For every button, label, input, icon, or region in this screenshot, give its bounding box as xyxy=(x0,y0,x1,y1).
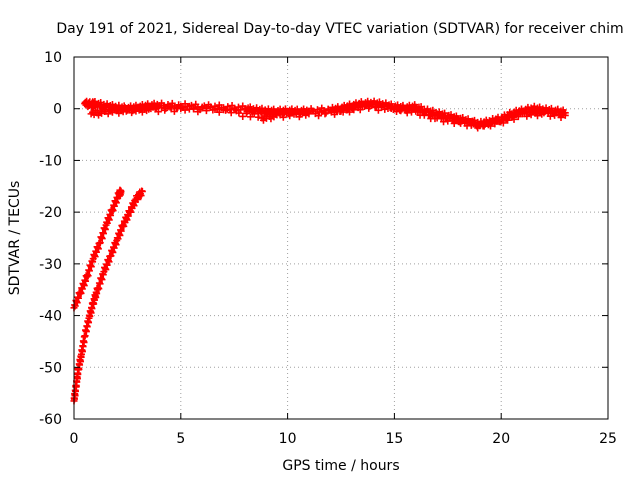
data-point-main-lower-edge xyxy=(215,108,223,116)
data-point-main-lower-edge xyxy=(190,105,198,113)
data-point-main-lower-edge xyxy=(132,107,140,115)
data-point-main-lower-edge xyxy=(491,120,499,128)
data-point-main-lower-edge xyxy=(128,109,136,117)
data-point-main-lower-edge xyxy=(207,103,215,111)
data-point-main-lower-edge xyxy=(480,122,488,130)
data-point-main-lower-edge xyxy=(174,103,182,111)
data-point-main-lower-edge xyxy=(239,112,247,120)
data-point-main-lower-edge xyxy=(250,110,258,118)
data-point-main-lower-edge xyxy=(243,109,251,117)
data-point-main-lower-edge xyxy=(350,106,358,114)
data-point-main-lower-edge xyxy=(358,103,366,111)
y-tick-label: -30 xyxy=(39,257,62,273)
data-point-main-lower-edge xyxy=(321,110,329,118)
data-point-main-lower-edge xyxy=(527,111,535,119)
data-point-main-lower-edge xyxy=(504,116,512,124)
data-point-main-lower-edge xyxy=(154,108,162,116)
data-point-main-lower-edge xyxy=(331,110,339,118)
data-point-main-lower-edge xyxy=(374,106,382,114)
data-point-main-lower-edge xyxy=(198,104,206,112)
data-point-main-lower-edge xyxy=(339,108,347,116)
data-points xyxy=(70,97,569,405)
data-point-main-lower-edge xyxy=(561,111,569,119)
y-tick-label: -20 xyxy=(39,205,62,221)
chart-title: Day 191 of 2021, Sidereal Day-to-day VTE… xyxy=(56,21,623,37)
data-point-main-lower-edge xyxy=(315,112,323,120)
y-tick-label: 10 xyxy=(44,50,62,66)
x-tick-label: 10 xyxy=(279,431,297,447)
data-point-main-lower-edge xyxy=(295,113,303,121)
y-tick-label: -60 xyxy=(39,412,62,428)
data-point-main-lower-edge xyxy=(181,106,189,114)
data-point-main-lower-edge xyxy=(450,120,458,128)
data-point-main-lower-edge xyxy=(510,115,518,123)
y-tick-label: -50 xyxy=(39,360,62,376)
x-axis-label: GPS time / hours xyxy=(282,458,399,474)
x-tick-label: 5 xyxy=(176,431,185,447)
data-point-segment-b xyxy=(138,187,146,195)
data-point-main-lower-edge xyxy=(523,112,531,120)
data-point-main-lower-edge xyxy=(381,105,389,113)
plot-frame xyxy=(73,56,609,420)
data-point-main-lower-edge xyxy=(138,108,146,116)
data-point-main-lower-edge xyxy=(108,108,116,116)
x-tick-label: 15 xyxy=(385,431,403,447)
data-point-main-lower-edge xyxy=(119,108,127,116)
data-point-segment-a xyxy=(117,187,125,195)
data-point-main-lower-edge xyxy=(115,109,123,117)
x-tick-label: 0 xyxy=(70,431,79,447)
y-axis-label: SDTVAR / TECUs xyxy=(7,181,23,296)
y-tick-label: -40 xyxy=(39,309,62,325)
data-point-main-lower-edge xyxy=(499,119,507,127)
data-point-main-lower-edge xyxy=(231,106,239,114)
data-point-main-lower-edge xyxy=(177,105,185,113)
data-point-main-lower-edge xyxy=(104,110,112,118)
data-point-main-lower-edge xyxy=(194,108,202,116)
data-point-main-lower-edge xyxy=(302,111,310,119)
data-point-main-lower-edge xyxy=(211,106,219,114)
data-point-main-lower-edge xyxy=(246,113,254,121)
y-tick-label: 0 xyxy=(53,102,62,118)
data-point-main-lower-edge xyxy=(227,109,235,117)
data-point-main-lower-edge xyxy=(514,113,522,121)
data-point-main-lower-edge xyxy=(185,102,193,110)
data-point-main-lower-edge xyxy=(235,109,243,117)
data-point-main-lower-edge xyxy=(334,106,342,114)
x-tick-label: 25 xyxy=(599,431,617,447)
axis-ticks: 0 5 10 15 20 25 -60 -50 -40 -30 -20 -10 0 10 xyxy=(39,50,617,447)
data-point-main-lower-edge xyxy=(346,108,354,116)
data-point-main-lower-edge xyxy=(223,105,231,113)
data-point-main-lower-edge xyxy=(557,114,565,122)
data-point-main-lower-edge xyxy=(365,104,373,112)
data-point-main-lower-edge xyxy=(487,122,495,130)
data-point-main-lower-edge xyxy=(254,113,262,121)
data-point-main-lower-edge xyxy=(202,107,210,115)
data-point-main-lower-edge xyxy=(286,112,294,120)
data-point-main-lower-edge xyxy=(534,112,542,120)
data-point-main-lower-edge xyxy=(170,107,178,115)
y-tick-label: -10 xyxy=(39,153,62,169)
data-point-main-lower-edge xyxy=(279,113,287,121)
x-tick-label: 20 xyxy=(492,431,510,447)
data-point-main-lower-edge xyxy=(161,106,169,114)
